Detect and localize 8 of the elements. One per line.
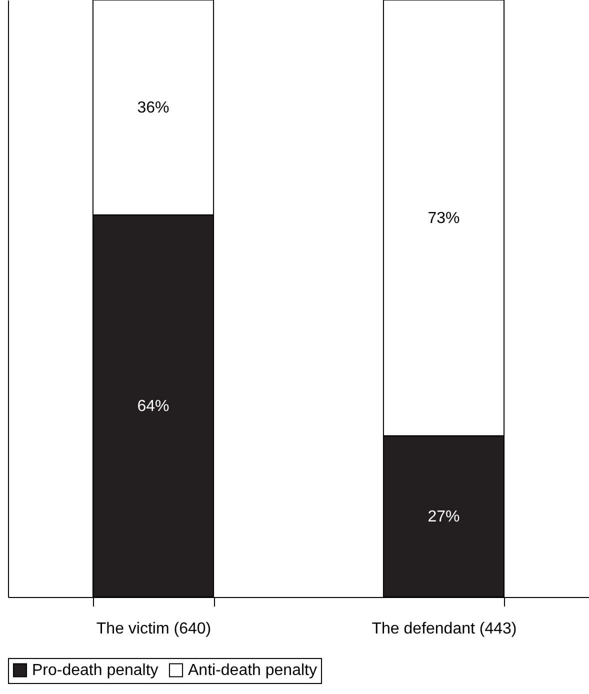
x-tick-label: The defendant (443) [372, 620, 517, 638]
data-label: 64% [137, 398, 170, 415]
legend-label: Pro-death penalty [32, 662, 158, 680]
data-label: 27% [428, 508, 460, 526]
data-label: 36% [137, 99, 170, 116]
data-label: 73% [428, 210, 460, 227]
x-tick-label: The victim (640) [96, 620, 212, 638]
legend-label: Anti-death penalty [188, 662, 317, 680]
